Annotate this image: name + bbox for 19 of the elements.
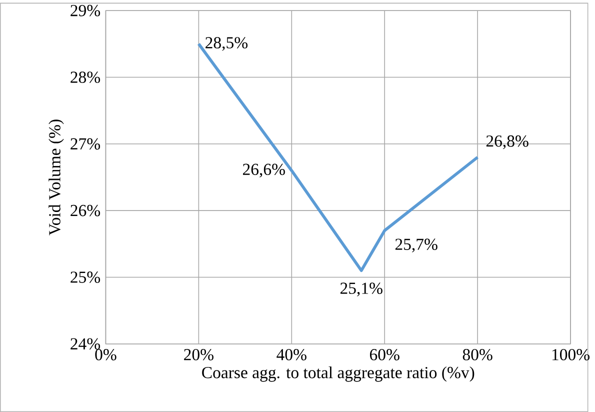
y-tick-label: 28% bbox=[70, 72, 100, 83]
x-tick-label: 0% bbox=[95, 349, 116, 360]
y-tick-label: 29% bbox=[70, 4, 100, 16]
y-tick-label: 27% bbox=[70, 138, 100, 150]
data-label: 28,5% bbox=[206, 37, 248, 51]
x-tick-label: 20% bbox=[184, 349, 214, 360]
x-tick-label: 80% bbox=[462, 349, 492, 360]
x-tick-label: 60% bbox=[370, 349, 400, 360]
data-label: 25,7% bbox=[395, 238, 438, 252]
y-axis-title: Void Volume (%) bbox=[48, 120, 64, 236]
x-tick-label: 40% bbox=[276, 349, 306, 360]
data-label: 26,8% bbox=[486, 135, 528, 150]
x-tick-label: 100% bbox=[552, 349, 590, 360]
y-tick-label: 26% bbox=[70, 204, 100, 216]
data-label: 26,6% bbox=[242, 164, 285, 178]
y-tick-label: 24% bbox=[70, 338, 100, 350]
y-tick-label: 25% bbox=[70, 272, 100, 283]
data-label: 25,1% bbox=[340, 282, 382, 296]
x-axis-title: Coarse agg. to total aggregate ratio (%v) bbox=[202, 366, 474, 382]
